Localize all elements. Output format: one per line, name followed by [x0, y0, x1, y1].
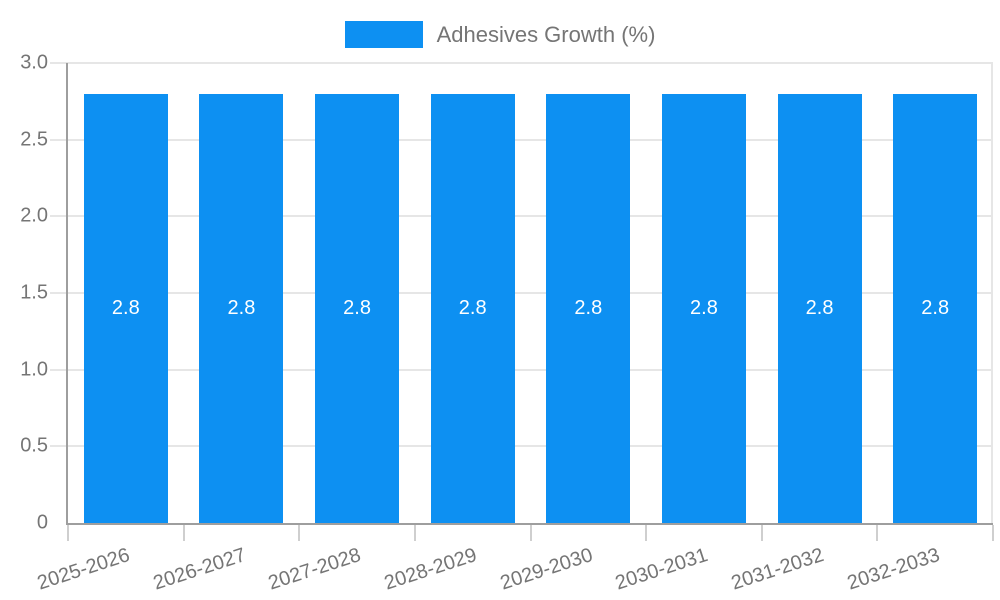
plot-area: 2.8 2.8 2.8 2.8 2.8 2.8 2.8 2.8 — [50, 62, 994, 541]
y-axis-label: 1.5 — [20, 281, 48, 304]
gridline — [50, 292, 993, 294]
y-axis-line — [66, 63, 68, 525]
bar[interactable]: 2.8 — [430, 93, 515, 523]
gridline — [50, 368, 993, 371]
bars-layer: 2.8 2.8 2.8 2.8 2.8 2.8 2.8 2.8 — [68, 63, 993, 523]
y-axis-labels: 0 0.5 1.0 1.5 2.0 2.5 3.0 — [0, 52, 48, 534]
gridline — [50, 138, 993, 141]
x-axis-labels: 2025-2026 2026-2027 2027-2028 2028-2029 2029… — [34, 544, 942, 595]
legend-label: Adhesives Growth (%) — [436, 22, 656, 47]
x-axis-tick — [760, 525, 763, 541]
bar[interactable]: 2.8 — [777, 93, 862, 523]
legend-swatch — [344, 21, 423, 48]
bar[interactable]: 2.8 — [661, 93, 746, 523]
bar-cell: 2.8 — [646, 63, 762, 523]
bar-cell: 2.8 — [877, 63, 993, 523]
bar[interactable]: 2.8 — [315, 93, 400, 523]
x-axis-tick — [298, 525, 301, 541]
bar-cell: 2.8 — [68, 63, 184, 523]
legend[interactable]: Adhesives Growth (%) — [0, 21, 1000, 48]
bar-value-label: 2.8 — [458, 296, 487, 319]
bar[interactable]: 2.8 — [199, 93, 284, 523]
x-axis-tick — [529, 525, 532, 541]
bar-value-label: 2.8 — [921, 296, 950, 319]
x-axis-tick — [67, 525, 69, 541]
bar[interactable]: 2.8 — [893, 93, 978, 523]
x-axis-tick — [876, 525, 879, 541]
bar-cell: 2.8 — [531, 63, 647, 523]
gridline — [50, 215, 993, 218]
y-axis-label: 1.0 — [20, 358, 48, 381]
x-axis-tick — [182, 525, 185, 541]
bar-value-label: 2.8 — [805, 296, 834, 319]
bar-cell: 2.8 — [415, 63, 531, 523]
y-axis-label: 3.0 — [20, 51, 48, 74]
x-axis-tick — [413, 525, 416, 541]
bar-value-label: 2.8 — [343, 296, 371, 319]
gridline — [50, 62, 993, 64]
bar-cell: 2.8 — [299, 63, 415, 523]
y-axis-label: 2.0 — [20, 204, 48, 227]
bar-cell: 2.8 — [184, 63, 300, 523]
y-axis-label: 0 — [36, 511, 48, 534]
x-axis-line — [66, 523, 993, 525]
y-axis-label: 0.5 — [20, 434, 48, 457]
x-axis-tick — [645, 525, 648, 541]
x-axis-ticks — [67, 523, 994, 541]
bar-value-label: 2.8 — [227, 296, 256, 319]
gridline — [50, 445, 993, 448]
y-axis-label: 2.5 — [20, 128, 48, 151]
bar-cell: 2.8 — [762, 63, 878, 523]
bar[interactable]: 2.8 — [83, 93, 168, 523]
x-axis-tick — [992, 525, 994, 541]
bar-value-label: 2.8 — [574, 296, 603, 319]
bar[interactable]: 2.8 — [546, 93, 631, 523]
bar-value-label: 2.8 — [111, 296, 140, 319]
bar-value-label: 2.8 — [690, 296, 718, 319]
